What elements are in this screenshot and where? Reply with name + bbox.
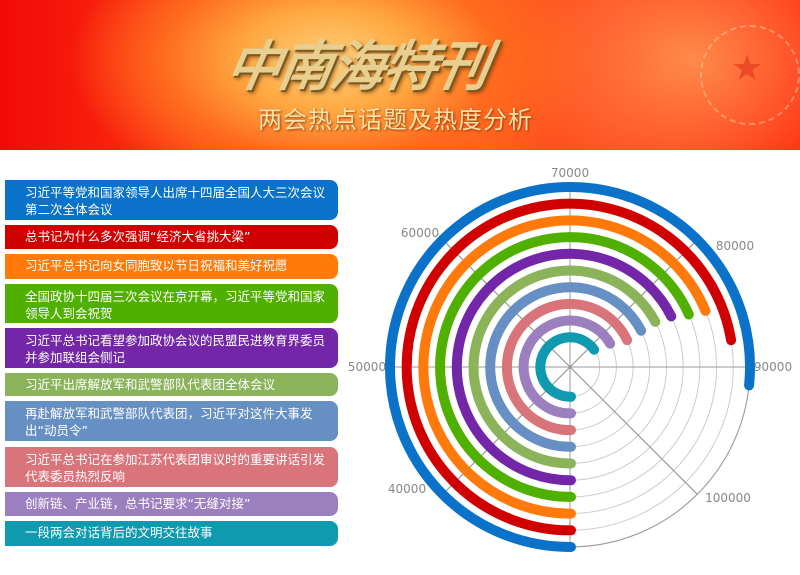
angle-tick-label: 60000 [401,226,439,240]
topic-item[interactable]: 习近平总书记看望参加政协会议的民盟民进教育界委员并参加联组会侧记 [5,328,338,368]
topic-item[interactable]: 习近平出席解放军和武警部队代表团全体会议 [5,373,338,396]
topic-item[interactable]: 创新链、产业链，总书记要求“无缝对接” [5,492,338,516]
bar-8 [501,298,633,436]
bar-10 [535,332,600,402]
topic-item[interactable]: 一段两会对话背后的文明交往故事 [5,521,338,546]
topic-item[interactable]: 总书记为什么多次强调“经济大省挑大梁” [5,225,338,249]
angle-tick-label: 100000 [705,491,751,505]
topic-item[interactable]: 再赴解放军和武警部队代表团，习近平对这件大事发出“动员令” [5,401,338,441]
angle-tick-label: 40000 [388,482,426,496]
bar-9 [518,315,616,419]
bar-6 [468,265,661,469]
angle-tick-label: 80000 [716,239,754,253]
angle-tick-label: 90000 [754,360,792,374]
bar-4 [435,232,694,502]
topic-item[interactable]: 习近平等党和国家领导人出席十四届全国人大三次会议第二次全体会议 [5,180,338,220]
header-banner: ★ 中南海特刊 两会热点话题及热度分析 [0,0,800,150]
bar-2 [401,198,737,536]
star-icon: ★ [731,48,764,89]
angle-tick-label: 70000 [551,166,589,180]
bar-3 [418,215,711,519]
page-subtitle: 两会热点话题及热度分析 [258,106,533,134]
grid-spoke [442,239,698,495]
bar-5 [451,248,677,486]
bar-1 [385,182,755,553]
topic-item[interactable]: 全国政协十四届三次会议在京开幕，习近平等党和国家领导人到会祝贺 [5,284,338,323]
topic-item[interactable]: 习近平总书记在参加江苏代表团审议时的重要讲话引发代表委员热烈反响 [5,447,338,487]
angle-tick-label: 50000 [348,360,386,374]
emblem-icon [700,25,800,125]
bar-7 [485,282,647,452]
topic-item[interactable]: 习近平总书记向女同胞致以节日祝福和美好祝愿 [5,254,338,279]
